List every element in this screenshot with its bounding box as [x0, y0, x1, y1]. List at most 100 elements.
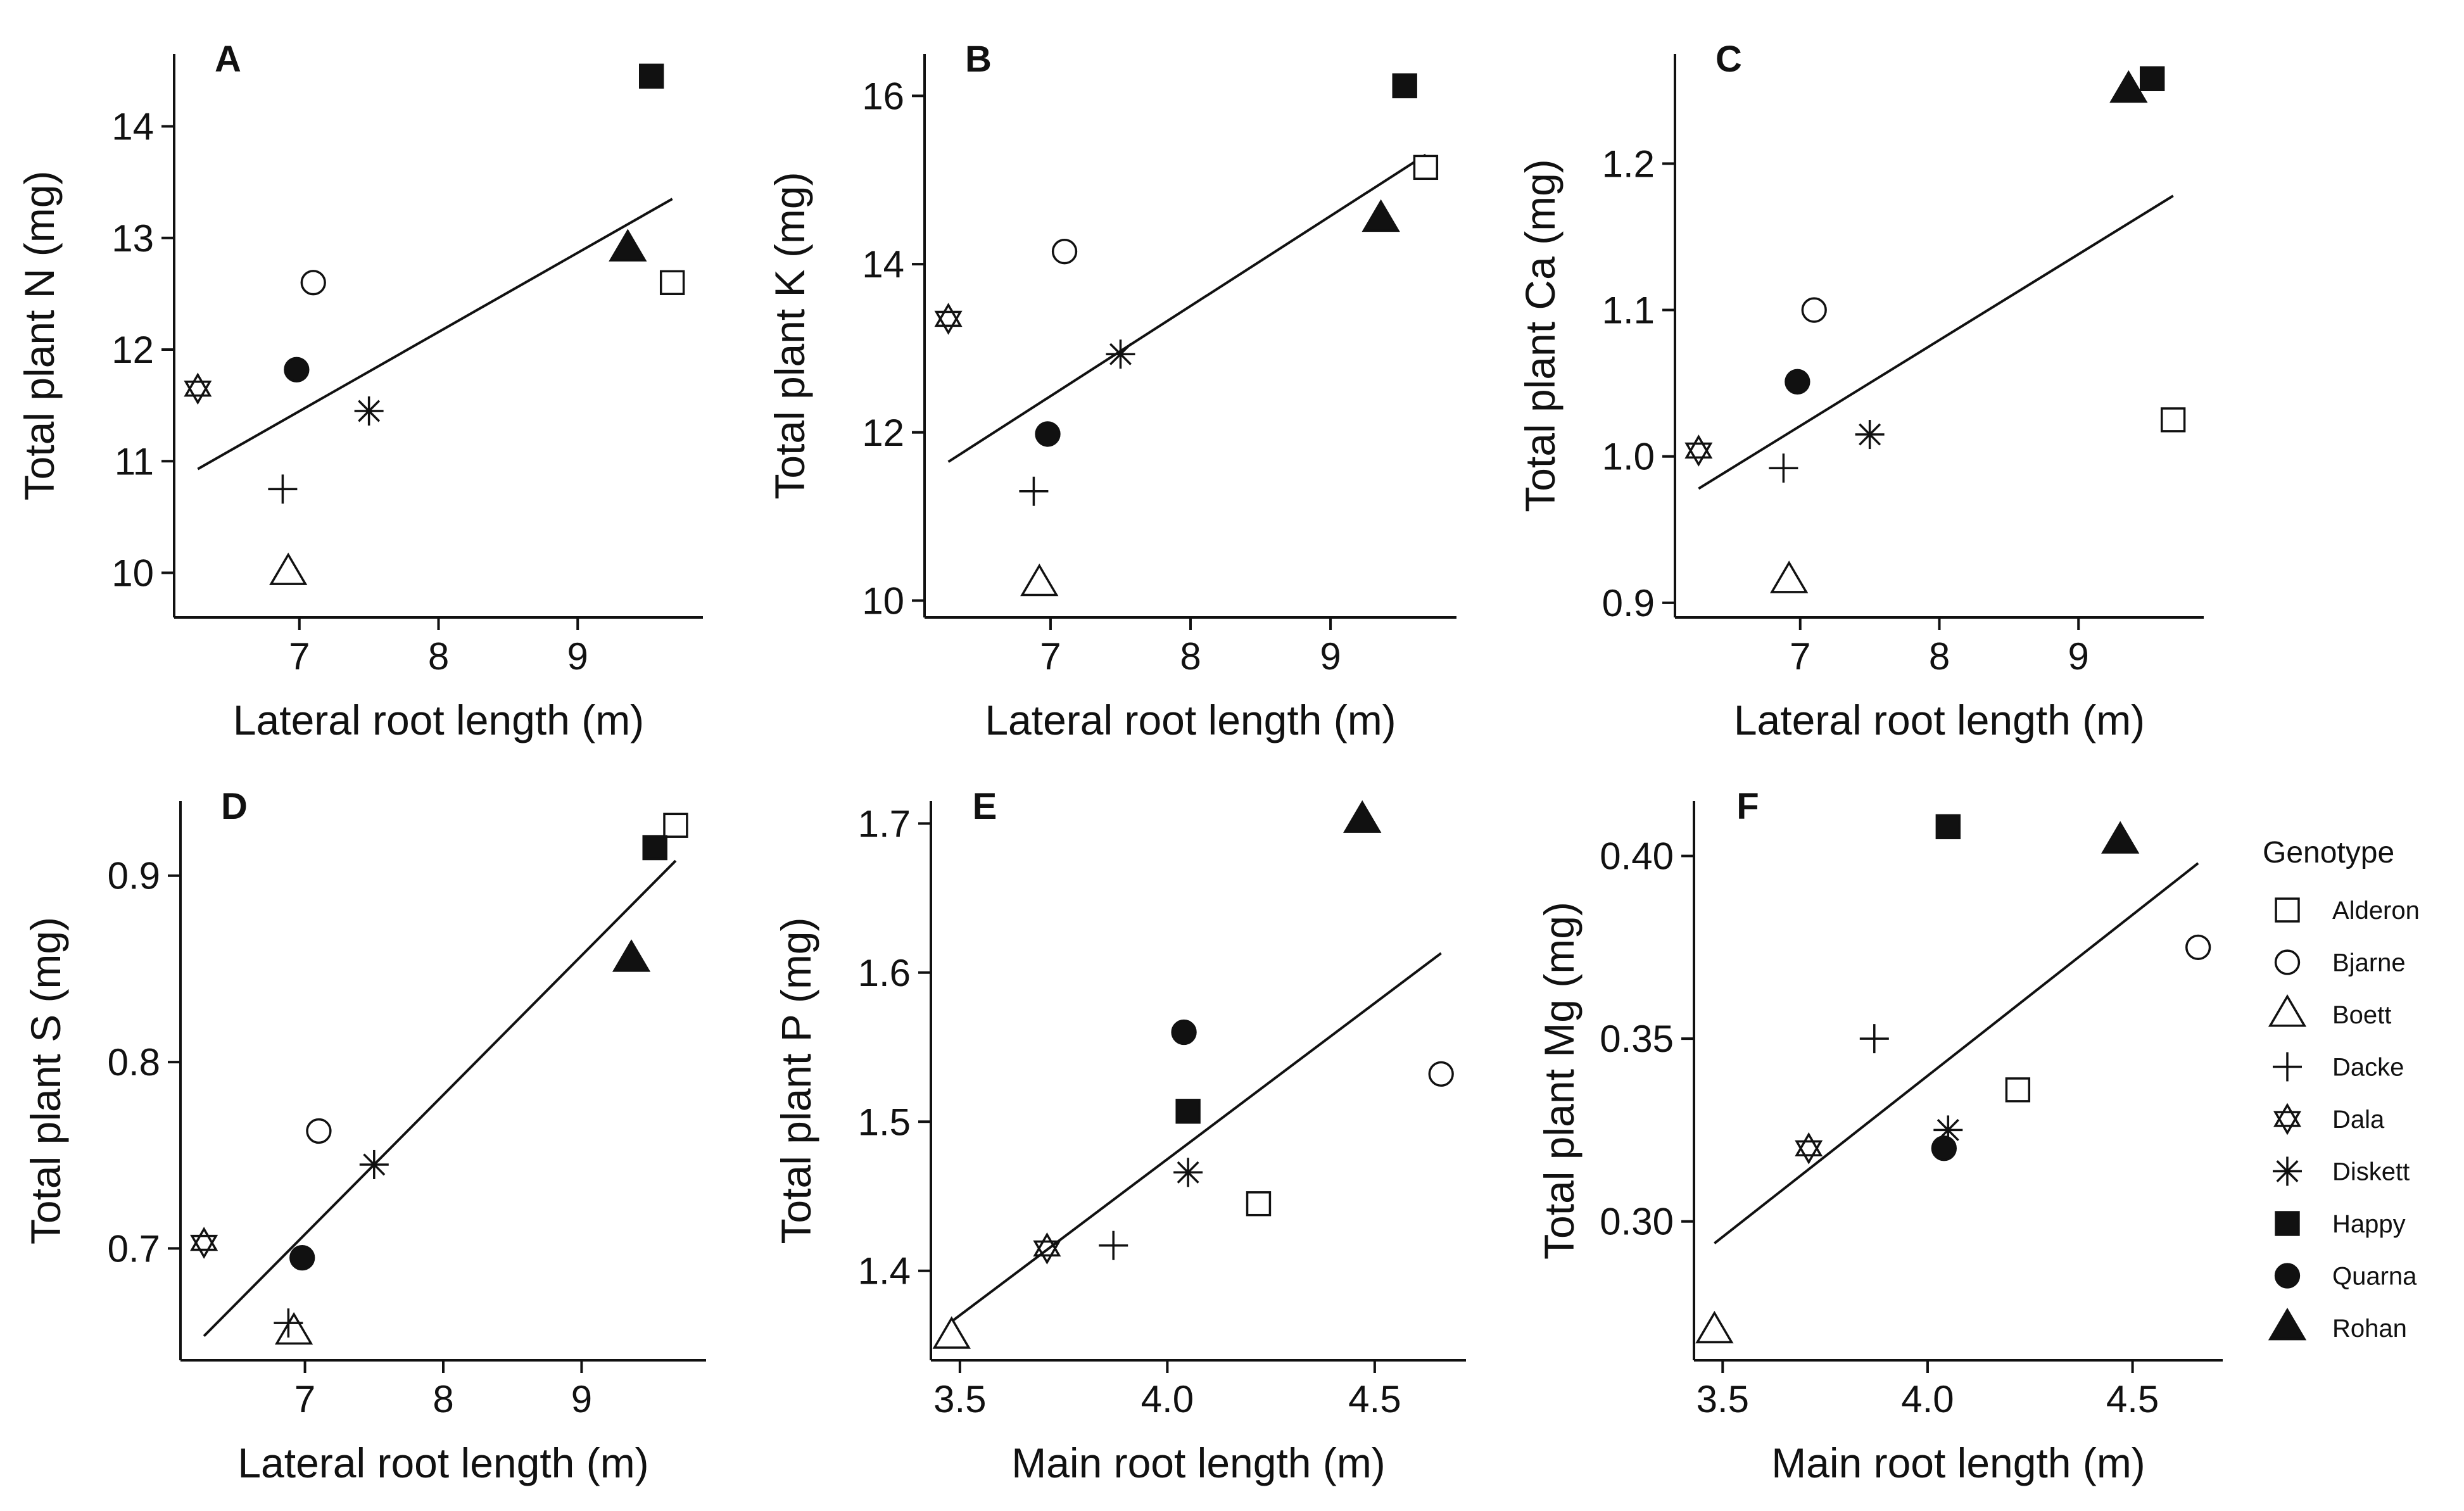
panel-D: 7 8 9 0.7 0.8 0.9 Lateral root length (m) Total… — [22, 786, 706, 1486]
point-quarna — [289, 1244, 315, 1271]
legend-label: Happy — [2332, 1210, 2406, 1238]
legend-label: Diskett — [2332, 1158, 2410, 1186]
point-diskett — [354, 396, 384, 426]
panel-letter: F — [1736, 786, 1759, 827]
point-alderon — [1413, 155, 1439, 180]
point-dala — [190, 1227, 218, 1259]
point-happy — [639, 63, 664, 89]
legend-title: Genotype — [2263, 836, 2394, 869]
legend-item: Rohan — [2268, 1308, 2407, 1343]
y-tick-label: 12 — [111, 329, 154, 371]
legend-item: Bjarne — [2274, 949, 2406, 977]
y-tick-label: 1.5 — [858, 1101, 911, 1143]
point-boett — [932, 1316, 971, 1349]
legend-marker-diskett — [2273, 1156, 2302, 1186]
legend-item: Dacke — [2273, 1052, 2404, 1082]
x-tick-label: 3.5 — [933, 1378, 986, 1420]
y-tick-label: 1.4 — [858, 1250, 911, 1293]
legend-label: Bjarne — [2332, 949, 2406, 977]
x-tick-label: 7 — [1040, 635, 1061, 678]
point-alderon — [659, 270, 685, 295]
panel-A: 7 8 9 10 11 12 13 14 Lateral root length (m) Tota… — [16, 39, 703, 743]
y-axis-label: Total plant Mg (mg) — [1536, 902, 1583, 1260]
legend: Genotype Alderon Bjarne Boett Dacke Dala Diske… — [2263, 836, 2420, 1343]
point-alderon — [1246, 1191, 1272, 1217]
point-alderon — [2160, 407, 2186, 433]
point-quarna — [1171, 1019, 1197, 1046]
x-tick-label: 7 — [1790, 635, 1810, 678]
panel-F: 3.5 4.0 4.5 0.30 0.35 0.40 Main root length (m… — [1536, 786, 2223, 1486]
point-rohan — [2101, 821, 2140, 854]
x-axis-label: Main root length (m) — [1011, 1439, 1386, 1486]
x-tick-label: 9 — [567, 635, 588, 678]
point-boett — [274, 1312, 313, 1345]
y-tick-label: 13 — [111, 217, 154, 260]
x-tick-label: 9 — [571, 1378, 592, 1420]
y-tick-label: 1.1 — [1602, 289, 1655, 332]
point-quarna — [1785, 369, 1810, 395]
legend-label: Dacke — [2332, 1054, 2404, 1082]
legend-item: Happy — [2275, 1210, 2406, 1238]
legend-marker-rohan — [2268, 1308, 2307, 1341]
panel-letter: A — [215, 39, 241, 80]
y-tick-label: 0.40 — [1600, 835, 1674, 878]
x-tick-label: 4.5 — [1348, 1378, 1401, 1420]
point-happy — [1392, 73, 1417, 99]
regression-line — [1714, 862, 2199, 1244]
point-dacke — [1769, 453, 1798, 483]
point-alderon — [663, 812, 688, 838]
point-boett — [1695, 1310, 1734, 1344]
legend-item: Boett — [2268, 994, 2391, 1029]
point-rohan — [609, 229, 647, 262]
panel-letter: C — [1715, 39, 1742, 80]
point-happy — [1175, 1099, 1201, 1124]
legend-marker-dala — [2273, 1103, 2302, 1135]
point-bjarne — [1051, 239, 1078, 265]
x-axis-label: Lateral root length (m) — [233, 697, 644, 743]
y-tick-label: 0.35 — [1600, 1018, 1674, 1060]
point-dacke — [268, 474, 298, 504]
panel-C: 7 8 9 0.9 1.0 1.1 1.2 Lateral root length (m) To… — [1517, 39, 2204, 743]
point-bjarne — [1801, 297, 1827, 323]
point-bjarne — [2185, 934, 2211, 960]
x-tick-label: 9 — [1320, 635, 1341, 678]
legend-label: Dala — [2332, 1106, 2385, 1134]
y-axis-label: Total plant S (mg) — [22, 917, 69, 1244]
legend-label: Rohan — [2332, 1315, 2407, 1343]
panel-letter: D — [221, 786, 248, 827]
point-quarna — [1931, 1135, 1957, 1161]
legend-item: Dala — [2273, 1103, 2385, 1135]
x-tick-label: 4.0 — [1901, 1378, 1954, 1420]
point-quarna — [1035, 421, 1061, 447]
point-dacke — [274, 1308, 303, 1338]
point-happy — [642, 835, 667, 861]
point-dacke — [1019, 476, 1049, 506]
legend-marker-alderon — [2275, 897, 2300, 923]
y-axis-label: Total plant P (mg) — [773, 917, 819, 1244]
x-tick-label: 8 — [433, 1378, 453, 1420]
legend-item: Alderon — [2275, 897, 2420, 925]
point-dala — [1684, 434, 1713, 467]
legend-marker-quarna — [2274, 1263, 2301, 1289]
regression-line — [197, 198, 673, 471]
y-tick-label: 1.0 — [1602, 436, 1655, 478]
legend-marker-happy — [2275, 1211, 2300, 1236]
legend-marker-boett — [2268, 994, 2307, 1027]
y-tick-label: 12 — [862, 412, 904, 454]
regression-line — [203, 859, 677, 1337]
x-tick-label: 7 — [289, 635, 310, 678]
panel-B: 7 8 9 10 12 14 16 Lateral root length (m) Total … — [766, 39, 1456, 743]
y-tick-label: 0.8 — [108, 1041, 160, 1084]
y-axis-label: Total plant K (mg) — [766, 172, 813, 499]
regression-line — [947, 153, 1427, 463]
x-tick-label: 8 — [1929, 635, 1950, 678]
x-tick-label: 8 — [428, 635, 449, 678]
point-diskett — [1106, 339, 1135, 369]
y-tick-label: 10 — [862, 579, 904, 622]
point-dacke — [1859, 1024, 1889, 1054]
point-diskett — [1855, 420, 1885, 450]
point-boett — [1770, 560, 1809, 593]
point-bjarne — [1428, 1061, 1454, 1087]
y-tick-label: 1.2 — [1602, 142, 1655, 185]
x-axis-label: Lateral root length (m) — [237, 1439, 648, 1486]
